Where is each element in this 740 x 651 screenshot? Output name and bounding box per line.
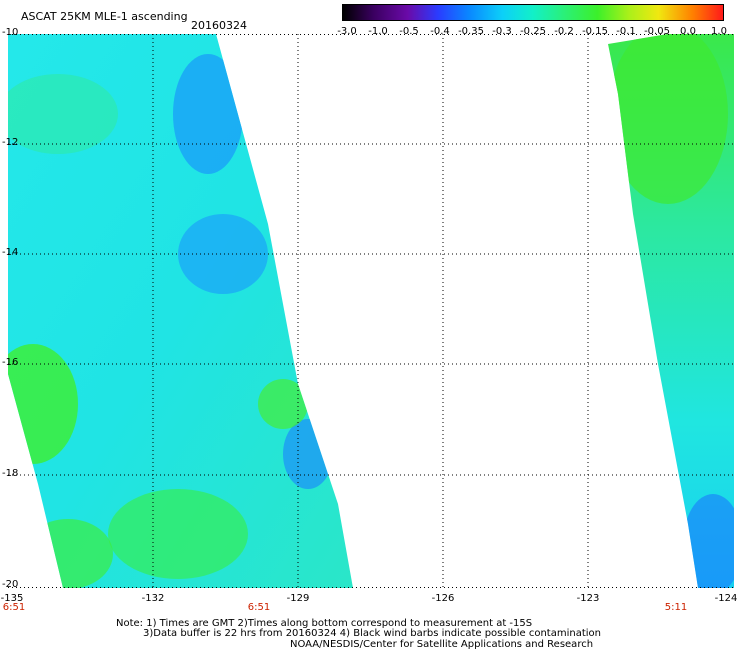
lon-tick-129: -129: [286, 593, 310, 604]
lon-tick-124: -124: [714, 593, 738, 604]
colorbar-label: -0.05: [644, 26, 670, 37]
colorbar-label: -0.4: [430, 26, 450, 37]
time-label-left: 6:51: [2, 602, 26, 613]
lat-tick-16: -16: [2, 357, 19, 368]
colorbar-label: -3.0: [337, 26, 357, 37]
blue-patch-1: [173, 54, 243, 174]
right-green-patch: [608, 34, 728, 204]
left-swath: [8, 34, 353, 588]
lon-tick-123: -123: [576, 593, 600, 604]
colorbar-label: -0.3: [492, 26, 512, 37]
colorbar-label: -0.15: [582, 26, 608, 37]
colorbar-label: -0.35: [458, 26, 484, 37]
colorbar-label: -1.0: [368, 26, 388, 37]
colorbar-label: -0.1: [616, 26, 636, 37]
green-patch-2: [108, 489, 248, 579]
colorbar-label: -0.25: [520, 26, 546, 37]
note-line-3: NOAA/NESDIS/Center for Satellite Applica…: [290, 639, 594, 650]
right-blue-patch: [683, 494, 734, 588]
lat-tick-14: -14: [2, 247, 19, 258]
blue-patch-3: [283, 419, 333, 489]
time-label-right: 5:11: [664, 602, 688, 613]
colorbar: [342, 4, 724, 21]
lat-tick-12: -12: [2, 137, 19, 148]
green-patch-3: [23, 519, 113, 588]
time-label-mid: 6:51: [247, 602, 271, 613]
lat-lon-grid: [8, 34, 734, 588]
blue-patch-2: [178, 214, 268, 294]
lat-tick-10: -10: [2, 27, 19, 38]
green-patch-5: [8, 74, 118, 154]
lat-tick-18: -18: [2, 468, 19, 479]
product-date: 20160324: [191, 19, 247, 32]
green-patch-4: [258, 379, 308, 429]
lon-tick-132: -132: [141, 593, 165, 604]
map-plot: [8, 34, 734, 588]
lat-tick-20: -20: [2, 579, 19, 590]
colorbar-labels: -3.0 -1.0 -0.5 -0.4 -0.35 -0.3 -0.25 -0.2 -0.15-…: [337, 26, 727, 38]
lon-tick-126: -126: [431, 593, 455, 604]
colorbar-label: 0.0: [680, 26, 696, 37]
lon-tick-135: -135: [0, 593, 24, 604]
colorbar-label: -0.2: [554, 26, 574, 37]
note-line-2: 3)Data buffer is 22 hrs from 20160324 4)…: [143, 628, 601, 639]
note-line-1: Note: 1) Times are GMT 2)Times along bot…: [116, 618, 533, 629]
colorbar-label: -0.5: [399, 26, 419, 37]
product-title: ASCAT 25KM MLE-1 ascending: [21, 10, 188, 23]
colorbar-label: 1.0: [711, 26, 727, 37]
